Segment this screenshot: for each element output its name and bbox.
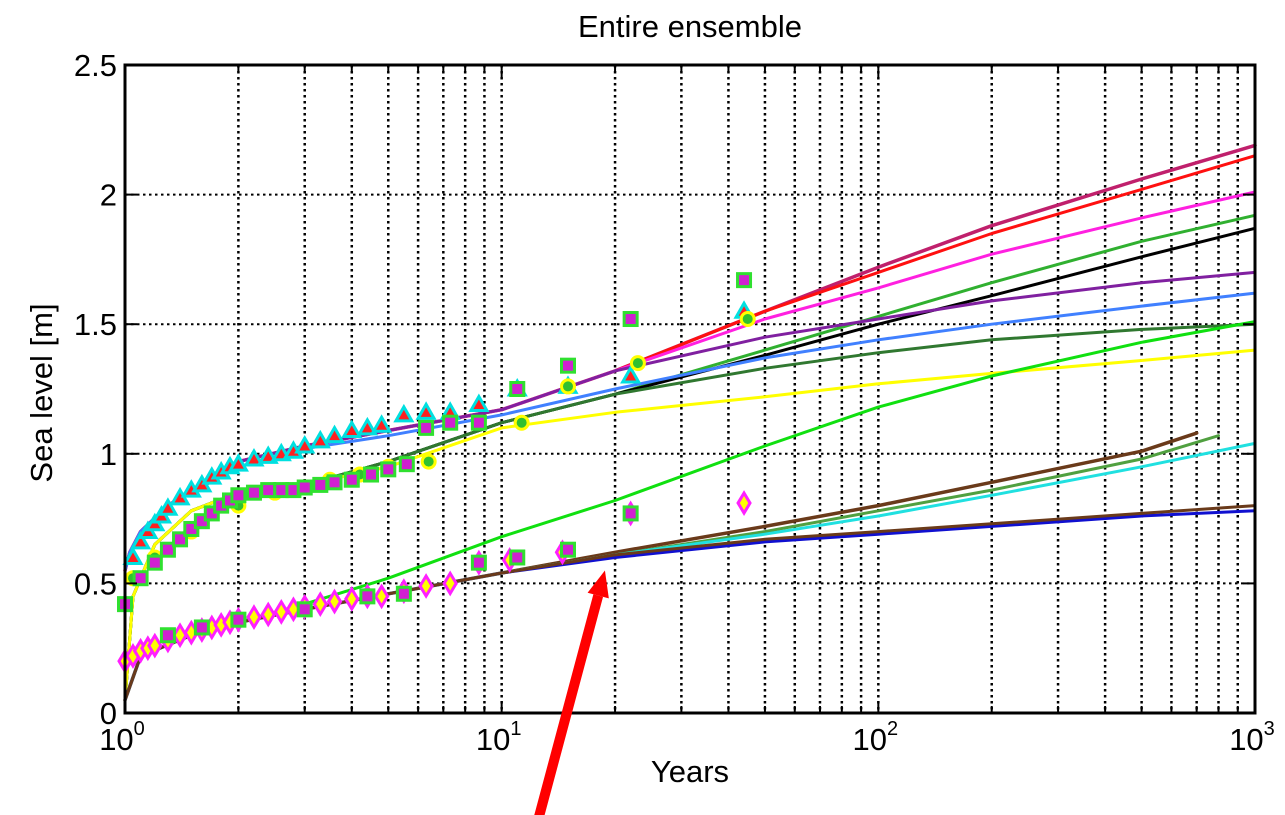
square-marker	[296, 601, 313, 618]
series-line-9	[123, 348, 1257, 702]
x-tick-label: 103	[1229, 718, 1275, 757]
diamond-marker	[418, 573, 434, 599]
square-marker	[559, 541, 576, 558]
triangle-marker	[393, 403, 415, 423]
triangle-marker	[468, 393, 490, 413]
square-marker	[296, 479, 313, 496]
circle-marker	[513, 414, 530, 431]
square-marker	[470, 554, 487, 571]
y-tick-label: 0	[100, 696, 117, 731]
diamond-marker	[147, 632, 163, 659]
triangle-marker	[323, 424, 346, 444]
triangle-marker	[415, 401, 437, 420]
square-marker	[359, 588, 376, 605]
x-tick-label: 102	[853, 718, 899, 757]
triangle-marker	[356, 416, 378, 436]
triangle-marker	[130, 530, 152, 550]
square-marker	[398, 456, 415, 473]
square-marker	[312, 476, 329, 493]
circle-marker	[629, 355, 646, 372]
circle-marker	[420, 453, 437, 470]
diamond-marker	[736, 490, 752, 516]
square-marker	[326, 474, 343, 491]
circle-marker	[559, 378, 576, 395]
square-marker	[230, 487, 247, 504]
x-axis-label: Years	[651, 754, 729, 789]
square-marker	[395, 585, 412, 602]
square-marker	[132, 570, 149, 587]
y-axis: 0 0.5 1 1.5 2 2.5	[74, 48, 1255, 731]
square-marker	[230, 611, 247, 628]
square-marker	[380, 461, 397, 478]
plot-frame	[123, 63, 1257, 715]
square-marker	[159, 627, 176, 644]
y-tick-label: 1	[100, 437, 117, 472]
diamond-marker	[344, 586, 360, 612]
triangle-marker	[371, 414, 393, 433]
plot-markers	[117, 272, 756, 675]
x-tick-label: 100	[99, 718, 145, 757]
square-marker	[172, 531, 189, 548]
triangle-marker	[620, 365, 642, 384]
square-marker	[418, 419, 435, 436]
square-marker	[622, 311, 639, 328]
diamond-marker	[246, 604, 262, 631]
square-marker	[159, 541, 176, 558]
y-tick-label: 0.5	[74, 566, 117, 601]
annotations	[534, 570, 609, 815]
chart-title: Entire ensemble	[578, 9, 802, 44]
x-axis: 100 101 102 103	[99, 65, 1275, 757]
square-marker	[622, 505, 639, 522]
square-marker	[509, 381, 526, 397]
square-marker	[343, 471, 360, 488]
y-tick-label: 2.5	[74, 48, 117, 83]
square-marker	[146, 554, 163, 571]
diamond-marker	[260, 601, 276, 628]
y-axis-label: Sea level [m]	[24, 303, 59, 482]
square-marker	[736, 272, 753, 289]
diamond-marker	[442, 570, 458, 597]
y-tick-label: 2	[100, 178, 117, 213]
triangle-marker	[341, 419, 363, 438]
y-tick-label: 1.5	[74, 307, 117, 342]
triangle-marker	[294, 435, 316, 454]
triangle-marker	[243, 447, 265, 467]
square-marker	[245, 484, 262, 501]
square-marker	[260, 482, 277, 499]
triangle-marker	[122, 546, 144, 565]
square-marker	[559, 357, 576, 374]
square-marker	[442, 414, 459, 431]
square-marker	[470, 414, 487, 431]
triangle-marker	[157, 497, 179, 516]
square-marker	[363, 466, 380, 483]
triangle-marker	[309, 429, 331, 449]
diamond-marker	[326, 588, 343, 615]
arrow-shaft	[534, 594, 604, 815]
diamond-marker	[373, 583, 390, 610]
grid	[125, 65, 1255, 713]
diamond-marker	[312, 591, 329, 618]
x-tick-label: 101	[476, 718, 522, 757]
arrow-head	[587, 570, 609, 599]
diamond-marker	[273, 598, 290, 625]
square-marker	[509, 549, 526, 566]
circle-marker	[739, 311, 756, 328]
triangle-marker	[227, 453, 249, 472]
square-marker	[193, 619, 210, 636]
